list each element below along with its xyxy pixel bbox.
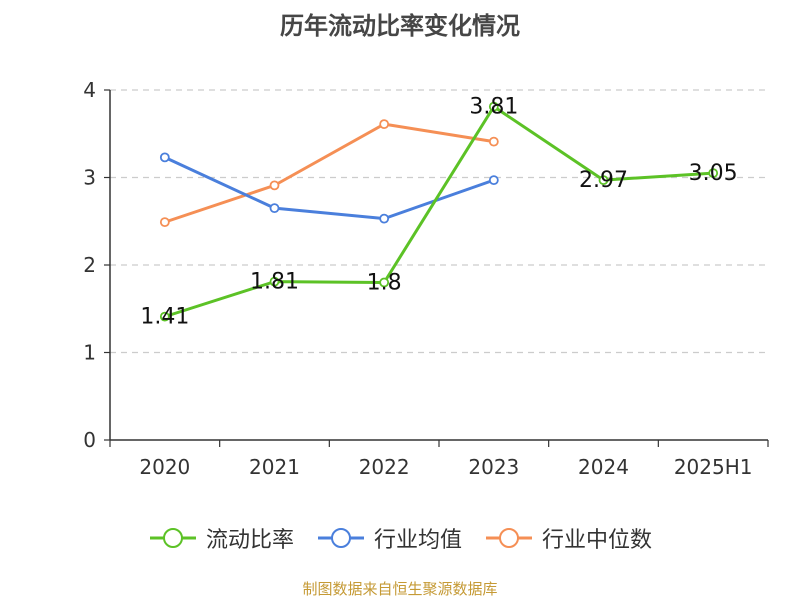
source-note: 制图数据来自恒生聚源数据库 xyxy=(302,580,498,598)
x-tick-label: 2022 xyxy=(359,455,410,479)
series-1 xyxy=(159,152,499,224)
data-label: 1.41 xyxy=(140,305,189,330)
axes: 0 1 2 3 4 2020 2021 2022 2023 2024 2025H1 xyxy=(83,78,769,479)
y-tick-label: 1 xyxy=(83,341,96,365)
y-tick-label: 4 xyxy=(83,78,96,102)
series-line xyxy=(164,156,495,221)
legend-swatch-icon xyxy=(486,528,532,548)
data-point xyxy=(159,217,170,228)
series-line xyxy=(164,105,714,319)
series-0 xyxy=(159,101,719,322)
x-tick-label: 2020 xyxy=(139,455,190,479)
data-label: 3.05 xyxy=(689,161,738,186)
legend-item-2[interactable]: 行业中位数 xyxy=(484,522,652,554)
data-point xyxy=(269,180,280,191)
x-tick-label: 2023 xyxy=(468,455,519,479)
data-point xyxy=(708,168,719,179)
legend-label: 行业均值 xyxy=(373,528,462,553)
data-point xyxy=(598,175,609,186)
data-label: 3.81 xyxy=(469,95,518,120)
data-point xyxy=(159,152,170,163)
chart-title: 历年流动比率变化情况 xyxy=(280,12,520,40)
data-label: 2.97 xyxy=(579,168,628,193)
y-tick-label: 2 xyxy=(83,253,96,277)
legend: 流动比率 行业均值 行业中位数 xyxy=(0,518,800,558)
legend-label: 行业中位数 xyxy=(542,528,653,553)
x-tick-label: 2025H1 xyxy=(674,455,753,479)
series-line xyxy=(164,122,495,224)
data-label: 1.8 xyxy=(367,271,402,296)
data-labels: 1.41 1.81 1.8 3.81 2.97 3.05 xyxy=(140,95,737,330)
data-point xyxy=(379,119,390,130)
x-tick-label: 2021 xyxy=(249,455,300,479)
data-point xyxy=(159,311,170,322)
data-point xyxy=(269,203,280,214)
data-point xyxy=(269,276,280,287)
data-point xyxy=(379,277,390,288)
y-tick-label: 3 xyxy=(83,166,96,190)
legend-swatch-icon xyxy=(149,528,196,548)
series-2 xyxy=(159,119,499,228)
x-tick-label: 2024 xyxy=(578,455,629,479)
data-point xyxy=(488,175,499,186)
legend-item-0[interactable]: 流动比率 xyxy=(148,522,294,554)
series-lines xyxy=(159,101,719,322)
legend-label: 流动比率 xyxy=(205,528,294,553)
legend-swatch-icon xyxy=(317,528,364,548)
grid-lines xyxy=(110,89,768,354)
legend-item-1[interactable]: 行业均值 xyxy=(316,522,462,554)
data-point xyxy=(379,213,390,224)
data-point xyxy=(488,101,499,112)
data-point xyxy=(488,136,499,147)
data-label: 1.81 xyxy=(250,270,299,295)
y-tick-label: 0 xyxy=(83,428,96,452)
